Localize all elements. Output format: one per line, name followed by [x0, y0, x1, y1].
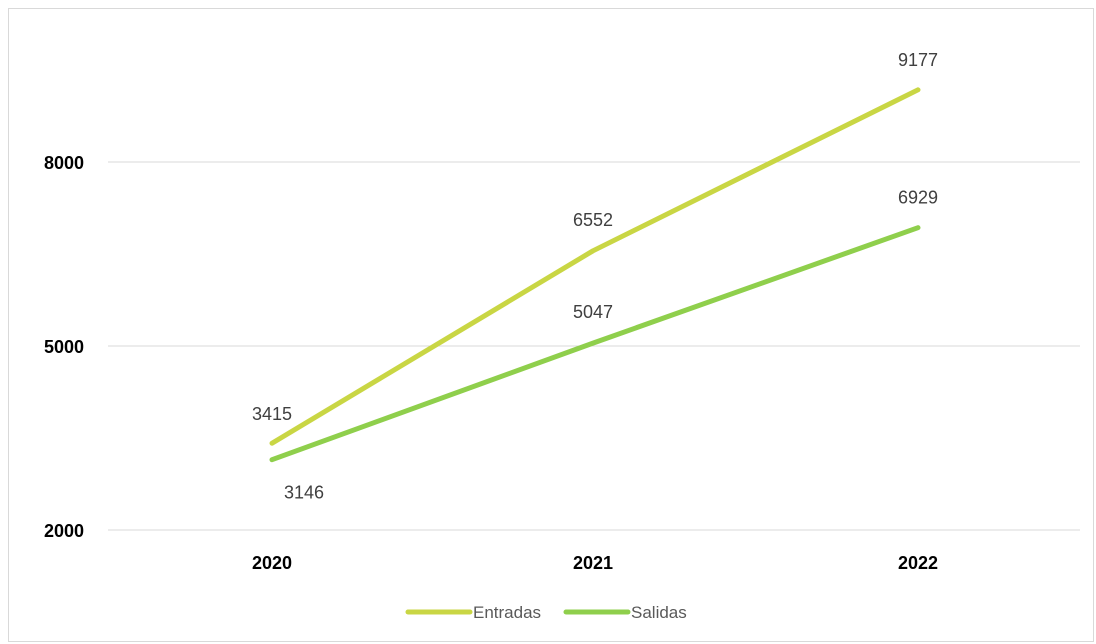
- legend-label: Salidas: [631, 603, 687, 622]
- legend-item-salidas: Salidas: [563, 603, 687, 622]
- legend-item-entradas: Entradas: [405, 603, 541, 622]
- data-label: 5047: [573, 302, 613, 322]
- x-tick-label: 2021: [573, 553, 613, 573]
- data-label: 3415: [252, 404, 292, 424]
- legend-label: Entradas: [473, 603, 541, 622]
- y-tick-label: 5000: [44, 337, 84, 357]
- data-label: 6552: [573, 210, 613, 230]
- data-label: 9177: [898, 50, 938, 70]
- legend: Entradas Salidas: [405, 603, 687, 622]
- chart-frame: [8, 8, 1094, 642]
- data-label: 6929: [898, 188, 938, 208]
- y-tick-label: 8000: [44, 153, 84, 173]
- x-tick-label: 2020: [252, 553, 292, 573]
- y-axis-tick-labels: 2000 5000 8000: [44, 153, 84, 541]
- x-tick-label: 2022: [898, 553, 938, 573]
- gridlines: [108, 161, 1080, 531]
- series-lines: [269, 87, 921, 463]
- series-line-salidas: [269, 225, 921, 463]
- data-labels: 3415 6552 9177 3146 5047 6929: [252, 50, 938, 503]
- y-tick-label: 2000: [44, 521, 84, 541]
- x-axis-tick-labels: 2020 2021 2022: [252, 553, 938, 573]
- series-line-entradas: [269, 87, 921, 446]
- data-label: 3146: [284, 483, 324, 503]
